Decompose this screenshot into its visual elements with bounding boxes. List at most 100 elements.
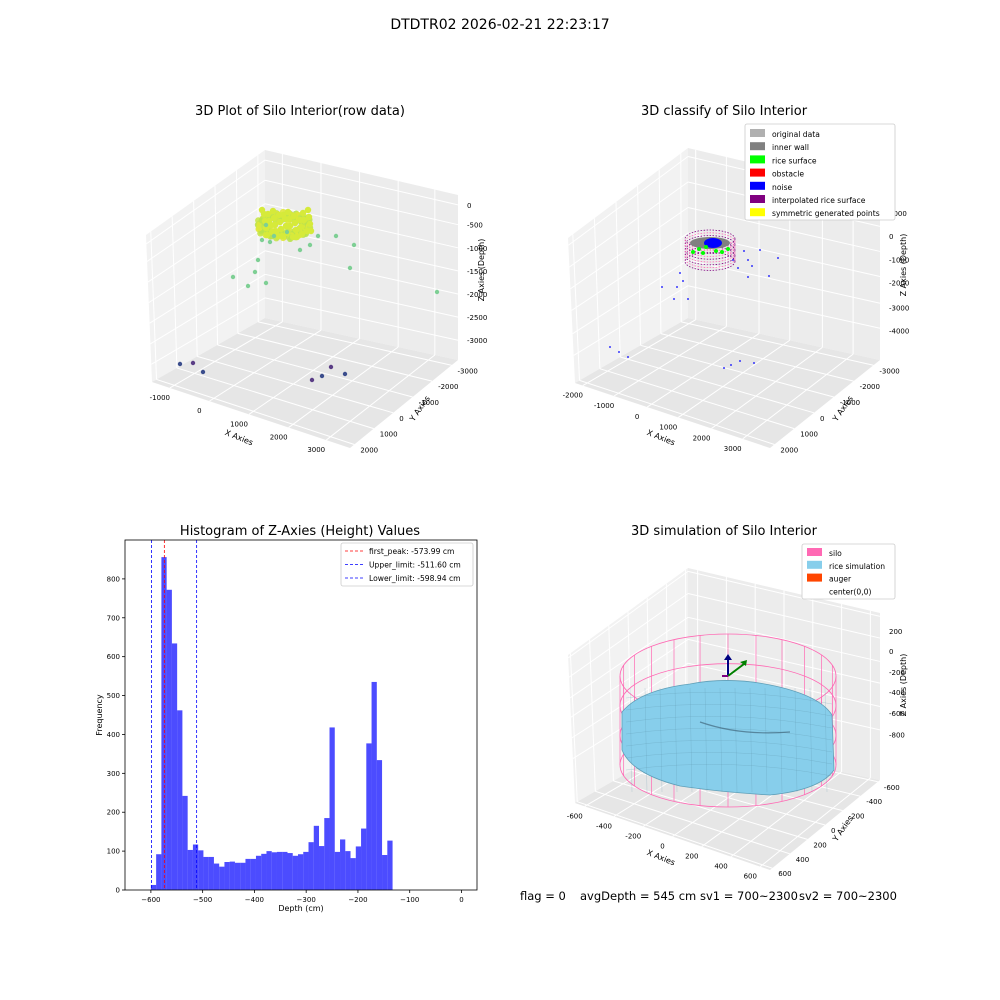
raw-surface-point	[304, 222, 311, 230]
raw-surface-point	[261, 217, 269, 225]
classify-wall-grid-z	[569, 181, 689, 268]
raw-surface-point	[293, 210, 300, 217]
raw-scatter-point	[319, 373, 325, 379]
raw-surface-point	[303, 219, 310, 227]
histogram-bar	[382, 855, 388, 890]
classify-wall-back	[688, 148, 880, 360]
raw-surface-point	[255, 220, 263, 228]
simulation-x-tick-label: 0	[660, 843, 664, 851]
raw-surface-point	[296, 228, 303, 236]
classify-floor-grid-y	[660, 333, 854, 382]
raw-surface-point	[296, 216, 304, 224]
raw-scatter-point	[230, 274, 236, 280]
raw-surface-point	[282, 222, 290, 230]
raw-floor-grid-x	[288, 346, 399, 428]
raw-y-tick-label: -3000	[458, 367, 478, 375]
raw-surface-point	[256, 225, 264, 232]
rice-mesh-line	[734, 687, 738, 793]
classify-z-tick-label: -1000	[889, 256, 909, 264]
raw-surface-point	[265, 216, 272, 224]
raw-surface-point	[259, 215, 267, 222]
simulation-wall-grid-z	[687, 686, 881, 731]
rice-ridge	[699, 721, 791, 734]
classify-wall-grid-z	[571, 232, 689, 311]
avg-depth-text: avgDepth = 545 cm	[580, 889, 697, 903]
classify-legend-swatch	[750, 208, 765, 217]
classify-y-tick-label: 0	[820, 415, 824, 423]
classify-rice-surface-point	[720, 250, 724, 254]
simulation-floor-grid-x	[613, 745, 727, 817]
raw-scatter-point	[263, 222, 269, 228]
simulation-y-tick-label: -200	[849, 813, 865, 821]
raw-surface-point	[269, 214, 277, 221]
raw-surface-point	[272, 227, 279, 235]
classify-noise-point	[743, 250, 745, 252]
histogram-bar	[287, 853, 293, 890]
rice-mesh-line	[625, 716, 833, 729]
classify-floor-grid-x	[742, 353, 854, 440]
classify-y-tick-label: 1000	[800, 431, 818, 439]
simulation-wall-grid-z	[687, 593, 881, 639]
histogram-bar	[292, 855, 298, 890]
raw-surface-point	[257, 219, 264, 227]
simulation-legend-label: silo	[829, 549, 842, 558]
raw-surface-point	[258, 206, 266, 214]
histogram-x-tick-label: −200	[348, 896, 367, 904]
classify-z-axis-label: Z Axies (Depth)	[899, 234, 908, 297]
simulation-floor-grid-x	[642, 752, 756, 827]
classify-noise-point	[609, 346, 611, 348]
raw-surface-point	[265, 215, 272, 222]
raw-surface-point	[294, 215, 301, 222]
classify-y-tick-label: -2000	[860, 383, 880, 391]
raw-surface-point	[259, 228, 267, 235]
classify-noise-point	[777, 257, 779, 259]
raw-surface-point	[276, 218, 284, 226]
histogram-bar	[203, 856, 209, 890]
simulation-legend-swatch	[807, 573, 822, 582]
raw-surface-point	[281, 233, 289, 240]
raw-scatter-point	[434, 289, 440, 295]
raw-surface-point	[300, 216, 308, 224]
rice-mesh-line	[625, 764, 833, 777]
raw-surface-point	[286, 210, 293, 217]
classify-noise-point	[661, 286, 663, 288]
raw-surface-point	[304, 206, 312, 214]
raw-x-tick-label: 0	[197, 407, 201, 415]
simulation-x-axis-label: X Axies	[646, 848, 677, 867]
raw-wall-grid-y	[214, 185, 219, 345]
raw-wall-grid-y	[193, 200, 198, 357]
raw-surface-point	[285, 217, 292, 225]
raw-surface-point	[256, 224, 264, 231]
simulation-wall-grid-z	[687, 638, 881, 684]
raw-surface-point	[292, 232, 300, 239]
raw-surface-point	[276, 231, 284, 238]
classify-panel-title: 3D classify of Silo Interior	[640, 104, 808, 119]
rice-mesh-line	[625, 752, 833, 765]
simulation-wall-grid-z	[572, 686, 689, 760]
raw-surface-point	[306, 224, 314, 231]
simulation-legend-frame	[801, 543, 896, 600]
simulation-x-tick-label: -200	[625, 832, 641, 840]
classify-x-tick-label: -2000	[563, 392, 583, 400]
simulation-wall-grid-z	[568, 593, 689, 678]
classify-legend-label: obstacle	[772, 170, 804, 179]
simulation-wall-back	[688, 568, 880, 780]
rice-mesh-line	[644, 687, 648, 793]
simulation-wall-grid-y	[627, 611, 632, 771]
classify-noise-point	[759, 249, 761, 251]
rice-mesh-line	[629, 687, 633, 793]
classify-rice-surface-point	[697, 247, 701, 251]
raw-surface-point	[301, 225, 308, 232]
raw-surface-point	[283, 214, 291, 221]
histogram-y-tick-label: 500	[107, 692, 120, 700]
classify-floor-grid-x	[711, 346, 823, 429]
raw-floor-grid-y	[237, 332, 433, 382]
histogram-y-axis-label: Frequency	[95, 694, 104, 736]
histogram-bar	[271, 852, 277, 890]
raw-scatter-point	[284, 229, 290, 235]
raw-surface-point	[296, 226, 303, 234]
raw-y-tick-label: 1000	[380, 431, 398, 439]
raw-surface-point	[296, 212, 303, 220]
simulation-y-tick-label: -600	[884, 784, 900, 792]
